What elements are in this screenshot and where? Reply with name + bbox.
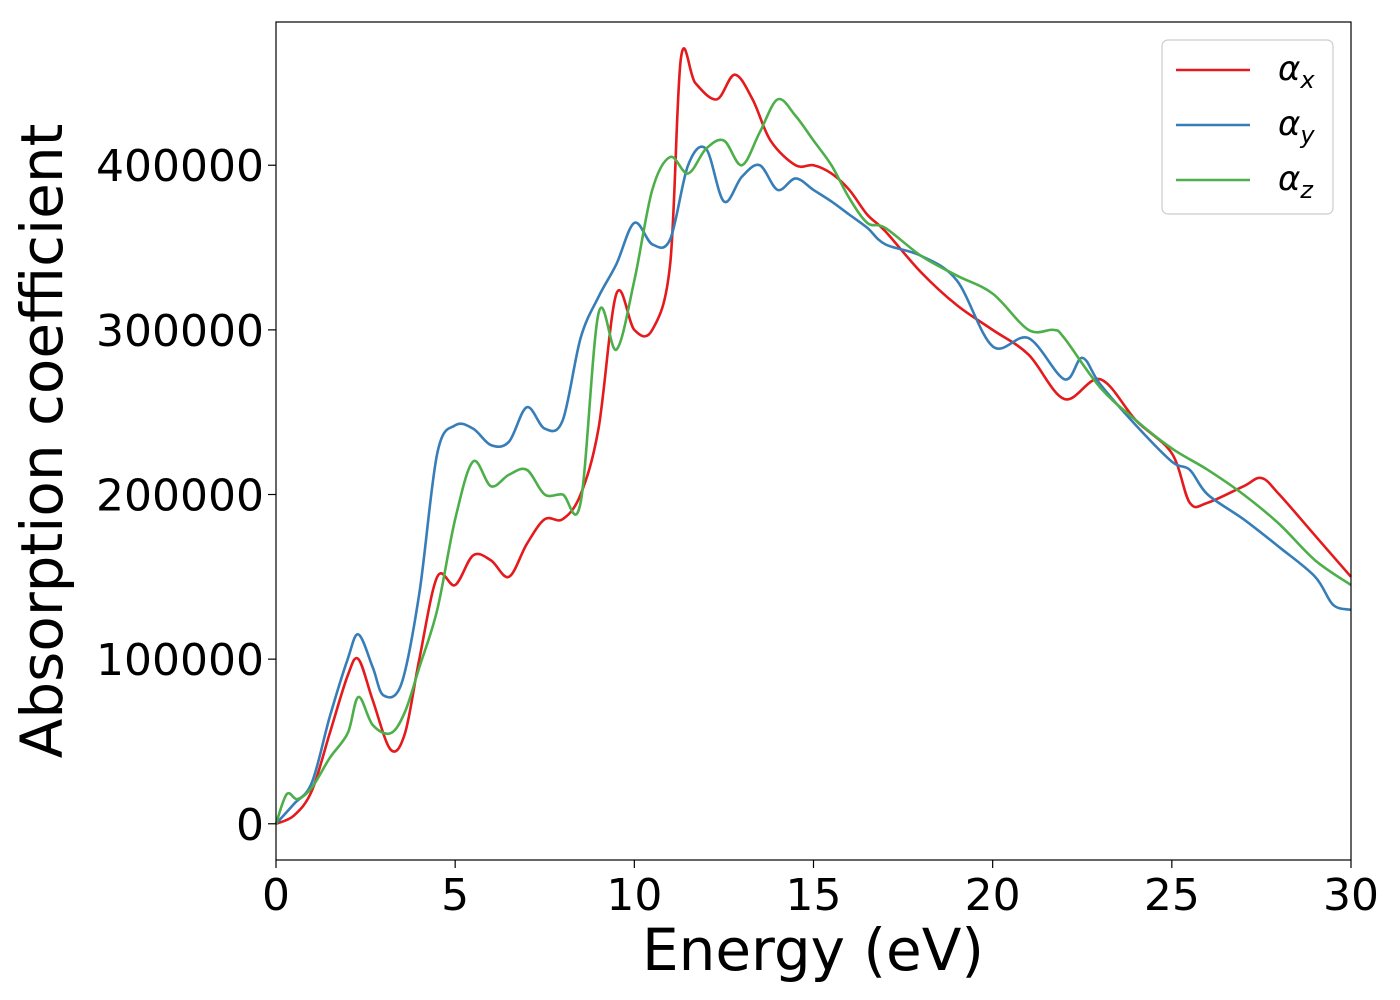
y-tick-label: 400000 xyxy=(96,141,264,192)
x-axis: 0 5 10 15 20 25 30 xyxy=(262,860,1379,921)
series-line-z xyxy=(274,97,1352,825)
x-tick-label: 30 xyxy=(1323,870,1379,921)
y-tick-label: 300000 xyxy=(96,306,264,357)
y-tick-label: 200000 xyxy=(96,471,264,522)
series-layer xyxy=(274,47,1352,825)
y-tick-label: 100000 xyxy=(96,635,264,686)
x-tick-label: 25 xyxy=(1144,870,1200,921)
y-tick-label: 0 xyxy=(236,800,264,851)
y-axis: 0 100000 200000 300000 400000 xyxy=(96,141,276,851)
legend-label-x: αx xyxy=(1278,49,1315,94)
x-tick-label: 15 xyxy=(786,870,842,921)
series-line-x xyxy=(275,47,1352,825)
legend: αx αy αz xyxy=(1161,39,1334,215)
x-tick-label: 5 xyxy=(441,870,469,921)
legend-label-z: αz xyxy=(1278,159,1314,204)
legend-label-y: αy xyxy=(1278,104,1315,149)
y-axis-title: Absorption coefficient xyxy=(8,124,76,759)
x-axis-title: Energy (eV) xyxy=(642,916,984,984)
x-tick-label: 10 xyxy=(606,870,662,921)
x-tick-label: 0 xyxy=(262,870,290,921)
x-tick-label: 20 xyxy=(965,870,1021,921)
legend-frame xyxy=(1161,39,1334,215)
